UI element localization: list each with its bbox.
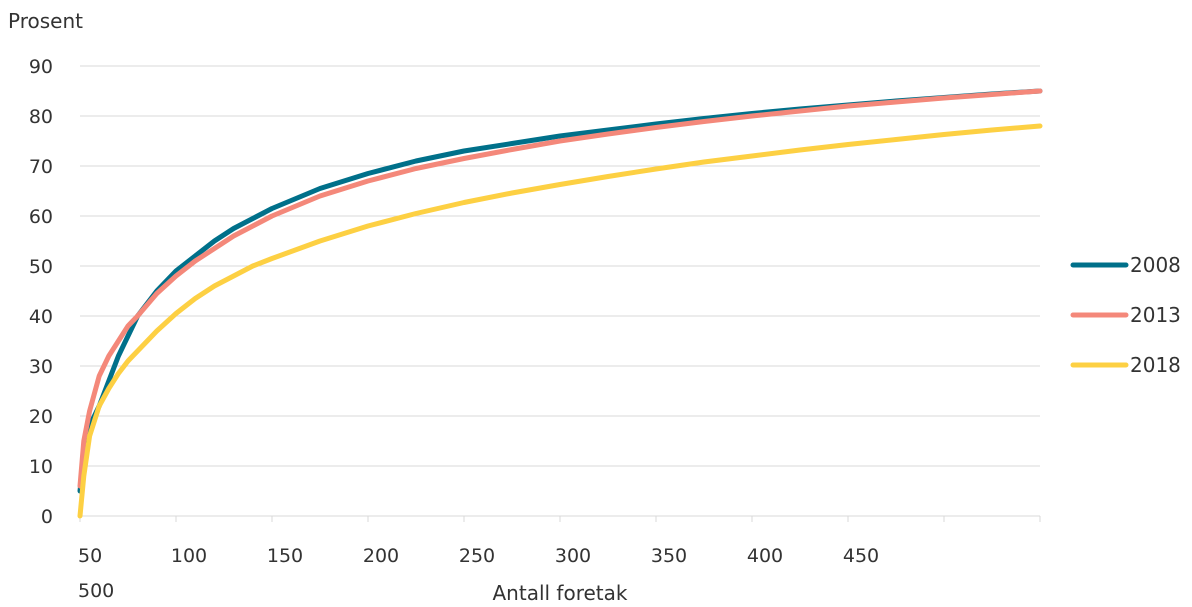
y-tick-label: 80 <box>29 106 53 128</box>
x-tick-label: 150 <box>267 545 303 567</box>
y-tick-label: 30 <box>29 356 53 378</box>
x-tick-label: 50 <box>78 545 102 567</box>
x-tick-label: 200 <box>363 545 399 567</box>
y-tick-label: 60 <box>29 206 53 228</box>
y-axis-ticks: 0 10 20 30 40 50 60 70 80 90 <box>29 56 53 528</box>
y-axis-title: Prosent <box>8 9 83 33</box>
legend: 2008 2013 2018 <box>1070 253 1181 377</box>
y-tick-label: 0 <box>41 506 53 528</box>
x-tick-label: 400 <box>747 545 783 567</box>
y-tick-label: 70 <box>29 156 53 178</box>
x-tick-label: 450 <box>843 545 879 567</box>
x-axis: 50 100 150 200 250 300 350 400 450 500 <box>78 516 1041 602</box>
legend-label: 2013 <box>1130 303 1181 327</box>
x-tick-label: 300 <box>555 545 591 567</box>
series-lines <box>77 88 1043 519</box>
x-axis-title: Antall foretak <box>493 581 628 605</box>
gridlines <box>80 65 1040 517</box>
y-tick-label: 10 <box>29 456 53 478</box>
x-tick-label: 350 <box>651 545 687 567</box>
y-tick-label: 90 <box>29 56 53 78</box>
y-tick-label: 40 <box>29 306 53 328</box>
x-tick-label: 500 <box>78 580 114 602</box>
y-tick-label: 20 <box>29 406 53 428</box>
legend-label: 2018 <box>1130 353 1181 377</box>
x-tick-label: 250 <box>459 545 495 567</box>
x-tick-label: 100 <box>171 545 207 567</box>
series-line-2013 <box>77 88 1043 489</box>
y-tick-label: 50 <box>29 256 53 278</box>
series-line-2008 <box>77 88 1043 494</box>
legend-label: 2008 <box>1130 253 1181 277</box>
series-line-2018 <box>77 123 1043 519</box>
